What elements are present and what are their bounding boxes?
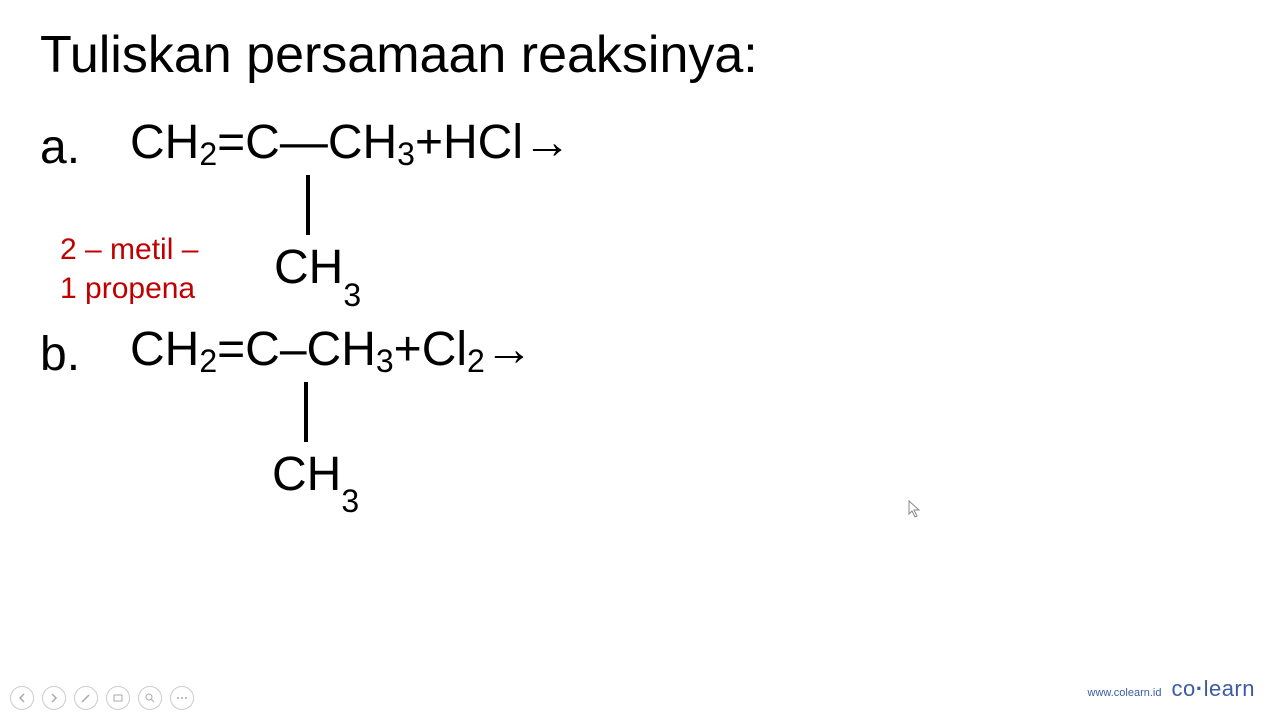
main-content: Tuliskan persamaan reaksinya: a. CH2=C—C… <box>40 25 1240 528</box>
a-c1-sub: 2 <box>199 136 217 173</box>
b-branch-sub: 3 <box>341 483 359 519</box>
a-plus: + <box>415 115 443 170</box>
b-arrow: → <box>485 322 533 377</box>
a-c2: C <box>245 115 280 170</box>
b-c3-sub: 3 <box>376 343 394 380</box>
prev-button[interactable] <box>10 686 34 710</box>
item-a-label: a. <box>40 120 130 175</box>
b-c1: CH <box>130 322 199 377</box>
a-branch-text: CH <box>274 241 343 294</box>
cursor-icon <box>908 500 922 518</box>
pen-button[interactable] <box>74 686 98 710</box>
b-c3: CH <box>307 322 376 377</box>
item-b-label: b. <box>40 327 130 382</box>
b-branch: CH3 <box>272 447 533 509</box>
b-reagent: Cl <box>422 322 467 377</box>
a-c1: CH <box>130 115 199 170</box>
formula-a: CH2=C—CH3 + HCl → CH3 2 – metil – 1 prop… <box>130 115 571 302</box>
a-arrow: → <box>523 115 571 170</box>
b-plus: + <box>394 322 422 377</box>
a-vertical-bond <box>306 175 310 235</box>
b-dbond: = <box>217 322 245 377</box>
footer-logo: co·learn <box>1172 676 1256 702</box>
logo-pre: co <box>1172 676 1196 701</box>
a-dbond: = <box>217 115 245 170</box>
zoom-button[interactable] <box>138 686 162 710</box>
a-c3-sub: 3 <box>397 136 415 173</box>
note-line1: 2 – metil – <box>60 230 198 269</box>
logo-dot: · <box>1196 676 1204 701</box>
more-button[interactable] <box>170 686 194 710</box>
footer: www.colearn.id co·learn <box>1088 676 1255 702</box>
compound-name-note: 2 – metil – 1 propena <box>60 230 198 308</box>
formula-b-main: CH2=C – CH3 + Cl2 → <box>130 322 533 377</box>
b-vertical-bond <box>304 382 308 442</box>
a-sbond: — <box>280 115 328 170</box>
note-line2: 1 propena <box>60 269 198 308</box>
reaction-b: b. CH2=C – CH3 + Cl2 → CH3 <box>40 322 1240 509</box>
b-sbond: – <box>280 322 307 377</box>
a-c3: CH <box>328 115 397 170</box>
reaction-a: a. CH2=C—CH3 + HCl → CH3 2 – metil – 1 p… <box>40 115 1240 302</box>
a-reagent: HCl <box>443 115 523 170</box>
next-button[interactable] <box>42 686 66 710</box>
page-title: Tuliskan persamaan reaksinya: <box>40 25 1240 85</box>
screen-button[interactable] <box>106 686 130 710</box>
a-branch: CH3 <box>274 240 361 302</box>
footer-url: www.colearn.id <box>1088 687 1162 699</box>
formula-b: CH2=C – CH3 + Cl2 → CH3 <box>130 322 533 509</box>
presentation-toolbar <box>10 686 194 710</box>
b-reagent-sub: 2 <box>467 343 485 380</box>
formula-a-main: CH2=C—CH3 + HCl → <box>130 115 571 170</box>
b-c1-sub: 2 <box>199 343 217 380</box>
logo-post: learn <box>1204 676 1255 701</box>
a-branch-sub: 3 <box>343 277 361 313</box>
b-c2: C <box>245 322 280 377</box>
b-branch-text: CH <box>272 448 341 501</box>
